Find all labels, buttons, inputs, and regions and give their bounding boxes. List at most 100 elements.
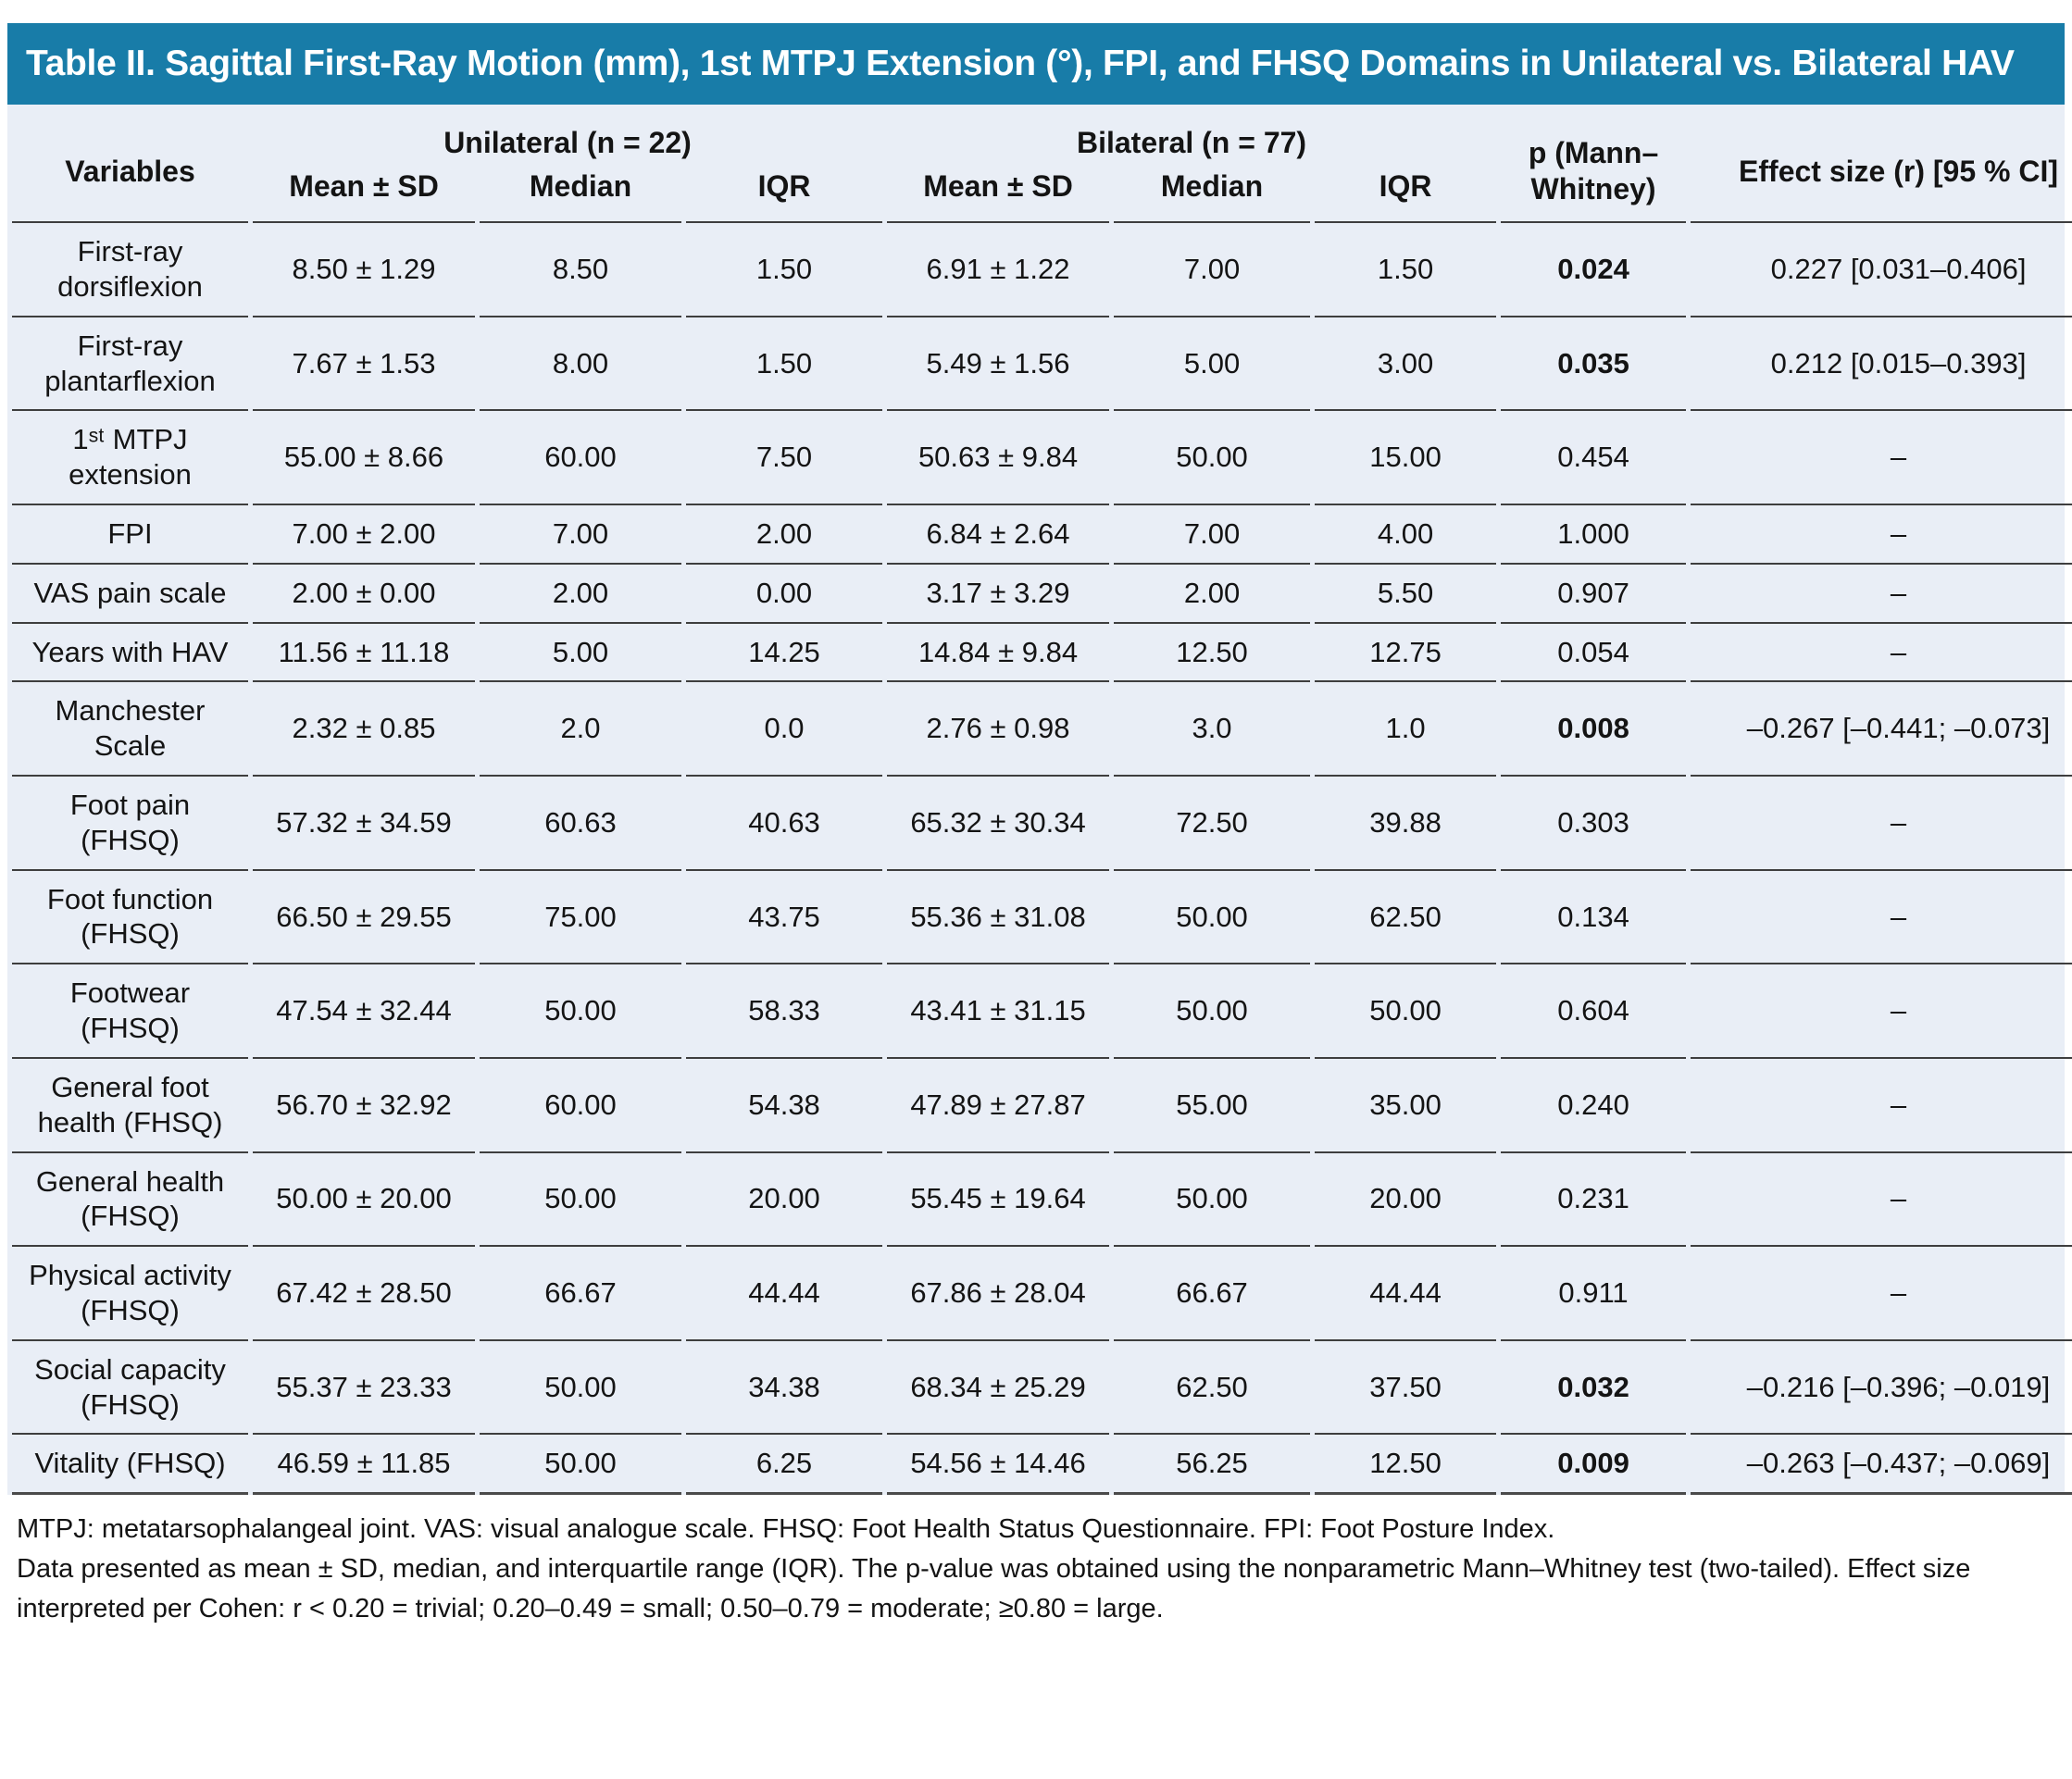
- data-cell: 0.303: [1501, 775, 1687, 869]
- table-body: First-ray dorsiflexion 8.50 ± 1.29 8.50 …: [12, 223, 2072, 1496]
- data-cell: 47.54 ± 32.44: [253, 963, 475, 1057]
- row-label: Years with HAV: [12, 621, 248, 681]
- data-cell: 55.00: [1114, 1056, 1311, 1151]
- column-header-effect-size: Effect size (r) [95 % CI]: [1691, 105, 2072, 224]
- data-cell: 2.00: [1114, 562, 1311, 622]
- data-cell: 44.44: [1315, 1245, 1497, 1339]
- data-cell: 1.0: [1315, 680, 1497, 775]
- data-cell: 4.00: [1315, 503, 1497, 563]
- data-cell: 0.604: [1501, 963, 1687, 1057]
- data-cell: 66.50 ± 29.55: [253, 868, 475, 964]
- data-cell: –: [1691, 503, 2072, 563]
- table-row: First-ray plantarflexion 7.67 ± 1.53 8.0…: [12, 315, 2072, 410]
- data-cell: 0.240: [1501, 1056, 1687, 1151]
- data-cell: 50.00: [1114, 868, 1311, 964]
- data-cell: –: [1691, 621, 2072, 681]
- data-cell: 1.000: [1501, 503, 1687, 563]
- data-cell: 75.00: [480, 868, 681, 964]
- data-cell: 2.00: [480, 562, 681, 622]
- data-cell: 50.00: [480, 1338, 681, 1434]
- table-row: FPI 7.00 ± 2.00 7.00 2.00 6.84 ± 2.64 7.…: [12, 503, 2072, 563]
- data-cell: 35.00: [1315, 1056, 1497, 1151]
- statistics-note: Data presented as mean ± SD, median, and…: [17, 1554, 1971, 1623]
- table-row: General health (FHSQ) 50.00 ± 20.00 50.0…: [12, 1151, 2072, 1246]
- data-cell: 7.00: [1183, 252, 1241, 285]
- data-cell: 0.907: [1501, 562, 1687, 622]
- data-cell: 15.00: [1315, 409, 1497, 504]
- row-label: General foot health (FHSQ): [12, 1056, 248, 1151]
- data-cell: 66.67: [480, 1245, 681, 1339]
- subheader-bilateral-iqr: IQR: [1315, 165, 1497, 224]
- data-cell: 5.00: [1114, 315, 1311, 410]
- data-cell: 55.00 ± 8.66: [253, 409, 475, 504]
- data-cell: 8.50: [552, 252, 609, 285]
- row-label: Foot pain (FHSQ): [12, 775, 248, 869]
- data-cell: 54.38: [686, 1056, 883, 1151]
- data-cell: 1.50: [686, 315, 883, 410]
- data-cell: –0.263 [–0.437; –0.069]: [1691, 1433, 2072, 1496]
- row-label: VAS pain scale: [12, 562, 248, 622]
- data-cell: 5.49 ± 1.56: [887, 315, 1110, 410]
- subheader-unilateral-iqr: IQR: [686, 165, 883, 224]
- row-label: Social capacity (FHSQ): [12, 1338, 248, 1434]
- data-cell: 0.911: [1501, 1245, 1687, 1339]
- data-cell: 7.00 ± 2.00: [253, 503, 475, 563]
- data-cell: 3.17 ± 3.29: [887, 562, 1110, 622]
- data-cell: 0.024: [1557, 252, 1629, 285]
- data-cell: 0.032: [1501, 1338, 1687, 1434]
- subheader-unilateral-mean-sd: Mean ± SD: [253, 165, 475, 224]
- data-cell: 3.0: [1114, 680, 1311, 775]
- data-cell: 46.59 ± 11.85: [253, 1433, 475, 1496]
- data-cell: 55.45 ± 19.64: [887, 1151, 1110, 1246]
- data-cell: 55.36 ± 31.08: [887, 868, 1110, 964]
- table-footnotes: MTPJ: metatarsophalangeal joint. VAS: vi…: [7, 1495, 2065, 1629]
- table-row: Physical activity (FHSQ) 67.42 ± 28.50 6…: [12, 1245, 2072, 1339]
- abbreviations-note: MTPJ: metatarsophalangeal joint. VAS: vi…: [17, 1514, 1555, 1545]
- data-cell: 20.00: [1315, 1151, 1497, 1246]
- group-header-unilateral: Unilateral (n = 22): [443, 126, 692, 159]
- data-cell: –: [1691, 1056, 2072, 1151]
- data-cell: 0.454: [1501, 409, 1687, 504]
- data-cell: 54.56 ± 14.46: [887, 1433, 1110, 1496]
- data-cell: 7.00: [480, 503, 681, 563]
- data-cell: 62.50: [1114, 1338, 1311, 1434]
- data-cell: 50.00: [1315, 963, 1497, 1057]
- subheader-bilateral-mean-sd: Mean ± SD: [887, 165, 1110, 224]
- data-cell: 7.00: [1114, 503, 1311, 563]
- data-cell: 0.008: [1501, 680, 1687, 775]
- data-cell: 12.50: [1114, 621, 1311, 681]
- data-cell: 5.50: [1315, 562, 1497, 622]
- data-cell: 50.00: [480, 963, 681, 1057]
- subheader-bilateral-median: Median: [1114, 165, 1311, 224]
- data-cell: 60.63: [480, 775, 681, 869]
- data-cell: 0.231: [1501, 1151, 1687, 1246]
- data-cell: 67.86 ± 28.04: [887, 1245, 1110, 1339]
- data-cell: 14.25: [686, 621, 883, 681]
- data-cell: 2.00 ± 0.00: [253, 562, 475, 622]
- table-title: Table II. Sagittal First-Ray Motion (mm)…: [26, 44, 2015, 83]
- table-row: Foot function (FHSQ) 66.50 ± 29.55 75.00…: [12, 868, 2072, 964]
- data-cell: 65.32 ± 30.34: [887, 775, 1110, 869]
- data-cell: 6.25: [686, 1433, 883, 1496]
- data-cell: 56.70 ± 32.92: [253, 1056, 475, 1151]
- data-cell: 2.0: [480, 680, 681, 775]
- data-cell: 12.50: [1315, 1433, 1497, 1496]
- header-sub-row: Mean ± SD Median IQR Mean ± SD Median IQ…: [12, 165, 2072, 224]
- data-cell: 0.009: [1501, 1433, 1687, 1496]
- table-row: 1ˢᵗ MTPJ extension 55.00 ± 8.66 60.00 7.…: [12, 409, 2072, 504]
- row-label: Physical activity (FHSQ): [12, 1245, 248, 1339]
- data-cell: 67.42 ± 28.50: [253, 1245, 475, 1339]
- data-cell: –: [1691, 1151, 2072, 1246]
- data-cell: 1.50: [755, 252, 813, 285]
- data-cell: 43.41 ± 31.15: [887, 963, 1110, 1057]
- table-row: Vitality (FHSQ) 46.59 ± 11.85 50.00 6.25…: [12, 1433, 2072, 1496]
- table-row: General foot health (FHSQ) 56.70 ± 32.92…: [12, 1056, 2072, 1151]
- data-cell: 40.63: [686, 775, 883, 869]
- data-cell: 44.44: [686, 1245, 883, 1339]
- data-cell: 8.50 ± 1.29: [292, 252, 436, 285]
- data-cell: –: [1691, 775, 2072, 869]
- data-cell: 11.56 ± 11.18: [253, 621, 475, 681]
- data-cell: 50.00: [480, 1151, 681, 1246]
- data-cell: 58.33: [686, 963, 883, 1057]
- row-label: General health (FHSQ): [12, 1151, 248, 1246]
